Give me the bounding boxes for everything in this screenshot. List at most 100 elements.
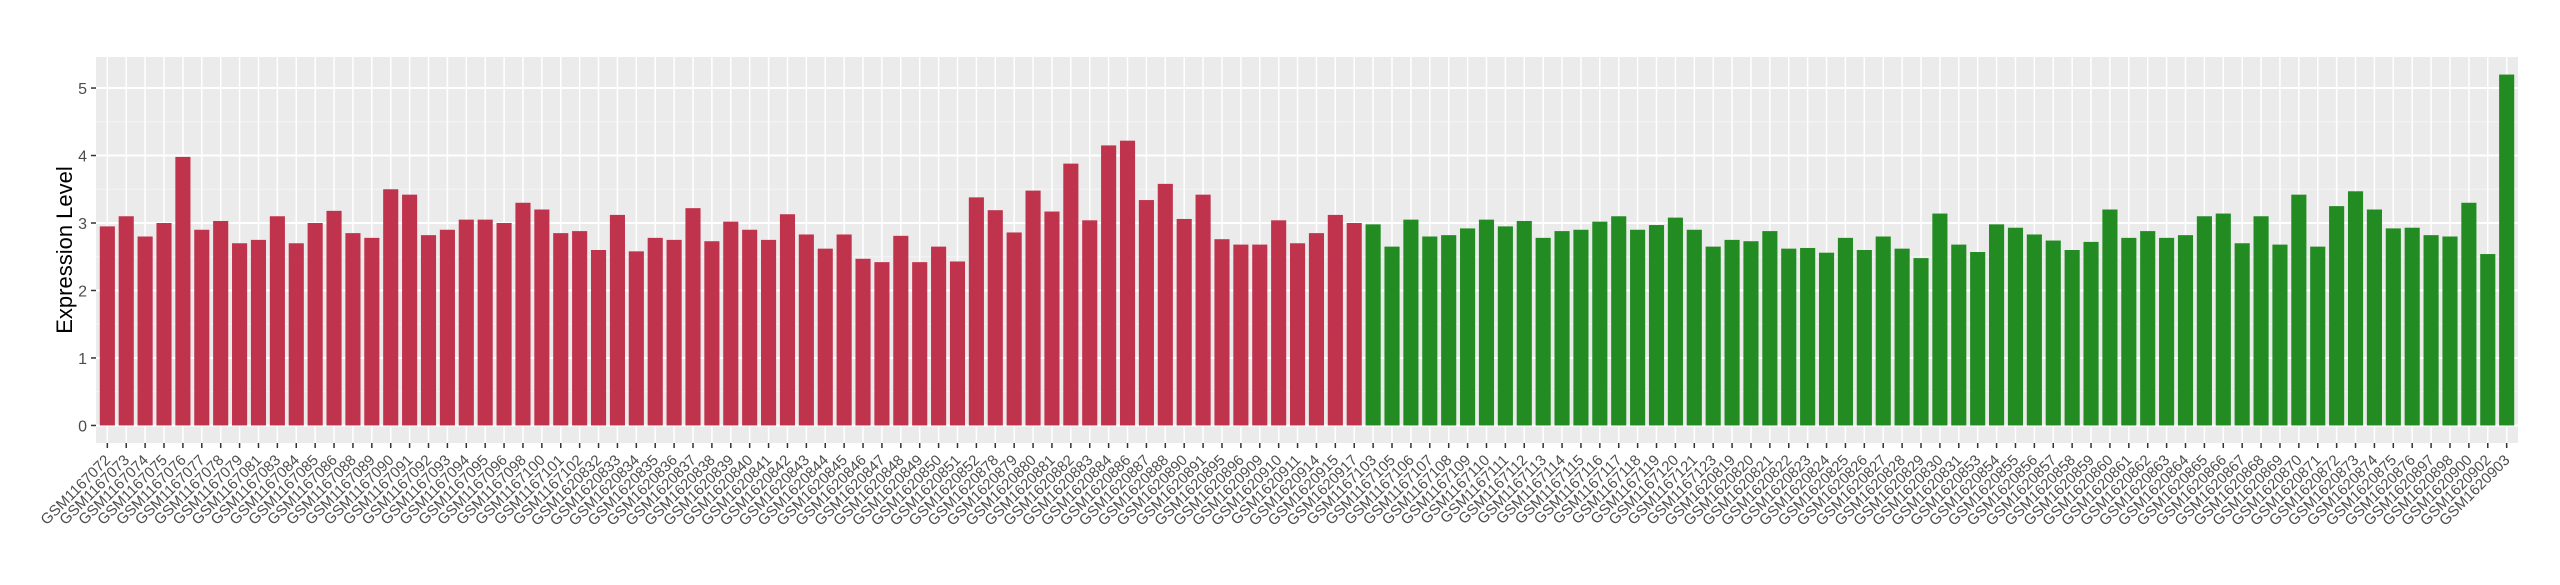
y-tick-label: 2	[78, 283, 87, 300]
bar	[1913, 258, 1929, 426]
bar	[1289, 243, 1306, 426]
bar	[2385, 228, 2401, 426]
bar	[2140, 231, 2156, 426]
bar	[1611, 216, 1627, 426]
bar	[1667, 217, 1683, 426]
bar	[1138, 200, 1154, 426]
bar	[137, 236, 153, 426]
bar	[2177, 235, 2194, 426]
bar	[2159, 237, 2175, 426]
bar	[118, 216, 134, 426]
bar	[2310, 246, 2326, 426]
bar	[931, 246, 947, 426]
bar	[2347, 191, 2364, 426]
bar	[704, 241, 720, 426]
bar	[2121, 237, 2137, 426]
bar	[534, 209, 550, 426]
bar	[250, 239, 267, 426]
bar	[723, 221, 739, 426]
bar	[288, 243, 304, 426]
bar	[156, 223, 172, 426]
bar	[1176, 218, 1192, 426]
bar	[1516, 220, 1532, 426]
bar	[1743, 241, 1759, 426]
bar	[213, 220, 229, 426]
bar	[1554, 231, 1570, 426]
bar	[1856, 250, 1872, 426]
bar	[1233, 244, 1249, 426]
bar	[1346, 223, 1362, 426]
bar	[761, 239, 777, 426]
bar	[1630, 229, 1646, 426]
bar	[420, 235, 437, 426]
bar	[2366, 209, 2382, 426]
bar	[1894, 248, 1910, 426]
bar	[1063, 163, 1079, 426]
bar	[269, 216, 285, 426]
bar	[2215, 213, 2231, 426]
bar	[1818, 252, 1835, 426]
bar	[1101, 145, 1117, 426]
bar	[2272, 244, 2288, 426]
bar	[1686, 229, 1702, 426]
bar	[1932, 213, 1948, 426]
bar	[2045, 240, 2061, 426]
bar	[666, 239, 682, 426]
bar	[779, 214, 796, 426]
bar	[1837, 237, 1853, 426]
bar	[2064, 250, 2080, 426]
bar	[1441, 235, 1457, 426]
bar	[2291, 194, 2307, 426]
bar	[685, 208, 701, 426]
y-tick-label: 0	[78, 418, 87, 435]
bar	[1478, 219, 1495, 426]
bar	[402, 194, 418, 426]
bar	[1025, 190, 1041, 426]
bar	[439, 229, 455, 426]
bar	[1006, 232, 1022, 426]
bar	[1157, 183, 1173, 426]
bar	[572, 231, 588, 426]
bar	[1951, 244, 1967, 426]
bar	[1422, 236, 1438, 426]
y-tick-label: 3	[78, 216, 87, 233]
bar	[2499, 74, 2515, 426]
bar	[1271, 220, 1287, 426]
bar	[1875, 236, 1891, 426]
bar	[1327, 214, 1343, 426]
bar	[912, 262, 928, 426]
bar	[1762, 231, 1778, 426]
bar	[2253, 216, 2269, 426]
bar	[553, 233, 569, 426]
y-tick-label: 1	[78, 351, 87, 368]
bar	[1365, 224, 1381, 426]
bar	[1781, 248, 1797, 426]
bar	[232, 243, 248, 426]
bar	[1460, 228, 1476, 426]
bar	[609, 214, 625, 426]
bar	[1970, 252, 1986, 426]
bar	[1384, 246, 1400, 426]
y-tick-label: 4	[78, 149, 87, 166]
bar	[496, 223, 512, 426]
bar	[2442, 236, 2458, 426]
bar	[1044, 211, 1060, 426]
bar	[647, 237, 663, 426]
bar	[2196, 216, 2212, 426]
bar	[383, 189, 399, 426]
bar	[798, 234, 814, 426]
bar	[1497, 226, 1513, 426]
bar	[345, 233, 361, 426]
bar	[458, 219, 474, 426]
bar	[1592, 221, 1608, 426]
bar	[987, 210, 1003, 426]
bar	[1705, 246, 1721, 426]
bar	[515, 202, 531, 426]
bar	[968, 197, 984, 426]
bar	[817, 248, 833, 426]
bar	[855, 258, 871, 426]
bar	[2007, 227, 2024, 426]
bar	[1535, 237, 1551, 426]
bar	[326, 210, 342, 426]
